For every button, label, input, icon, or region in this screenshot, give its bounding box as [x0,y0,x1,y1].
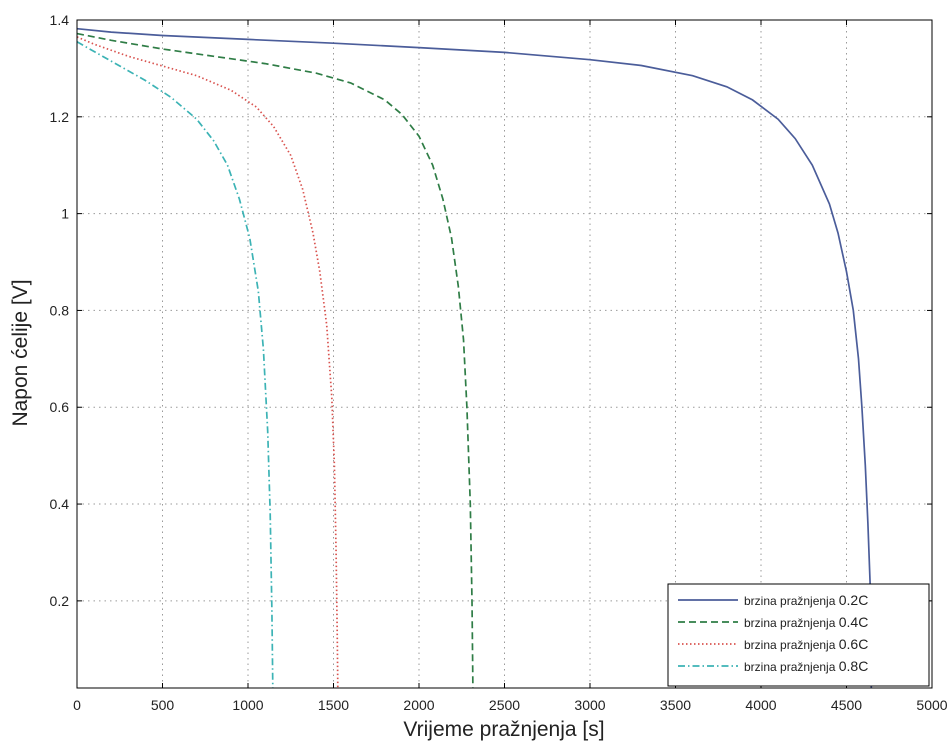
legend-entry: brzina pražnjenja 0.2C [744,592,868,608]
x-tick-label: 3000 [574,697,605,713]
x-tick-label: 1000 [232,697,263,713]
legend-entry: brzina pražnjenja 0.8C [744,658,868,674]
x-tick-label: 3500 [660,697,691,713]
y-tick-label: 1 [61,206,69,222]
y-tick-label: 1.2 [50,109,70,125]
x-tick-label: 2000 [403,697,434,713]
y-tick-label: 0.2 [50,593,70,609]
x-tick-label: 500 [151,697,175,713]
y-tick-label: 0.8 [50,302,70,318]
y-axis-title: Napon ćelije [V] [9,279,32,426]
series-line-3 [76,36,339,689]
y-tick-label: 0.4 [50,496,70,512]
x-tick-label: 0 [73,697,81,713]
legend-entry: brzina pražnjenja 0.6C [744,636,868,652]
series-line-1 [76,27,873,689]
data-series [76,27,873,689]
x-tick-label: 5000 [916,697,947,713]
x-tick-label: 4000 [745,697,776,713]
legend-entry: brzina pražnjenja 0.4C [744,614,868,630]
x-tick-label: 4500 [831,697,862,713]
y-tick-label: 1.4 [50,12,70,28]
series-line-4 [76,41,274,689]
grid-lines [77,20,932,688]
legend-box [667,583,930,687]
x-tick-label: 2500 [489,697,520,713]
legend: brzina pražnjenja 0.2C brzina pražnjenja … [667,583,930,687]
x-axis-title: Vrijeme pražnjenja [s] [403,718,604,741]
x-tick-label: 1500 [318,697,349,713]
axis-ticks: 0 500 1000 1500 2000 2500 3000 3500 4000 4500 5000… [50,12,948,713]
y-tick-label: 0.6 [50,399,70,415]
series-line-2 [76,32,474,689]
